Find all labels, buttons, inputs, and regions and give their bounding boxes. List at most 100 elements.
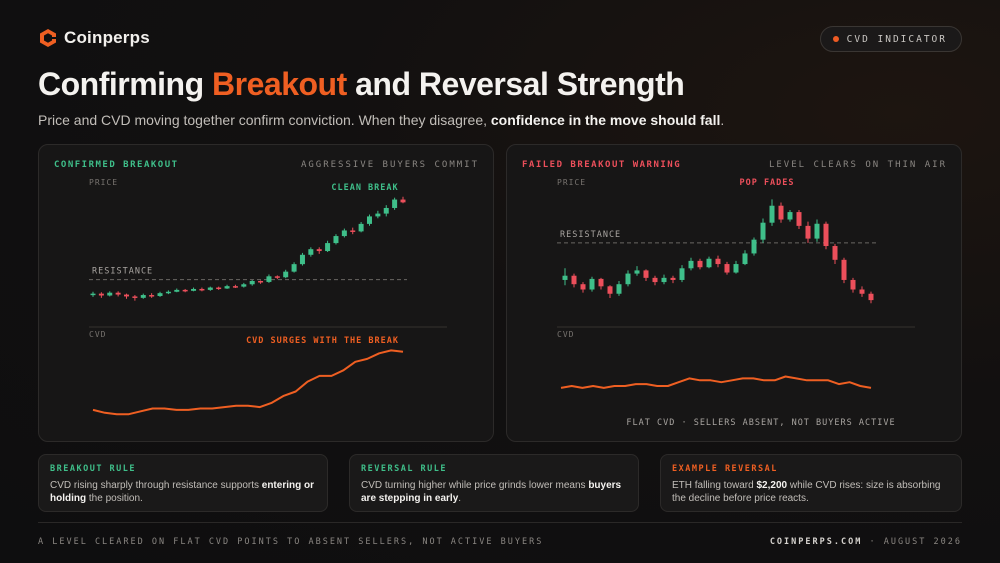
candle-body bbox=[643, 270, 649, 278]
candle-body bbox=[634, 270, 640, 274]
failed-breakout-panel: FAILED BREAKOUT WARNING LEVEL CLEARS ON T… bbox=[506, 144, 962, 442]
candle-body bbox=[832, 246, 838, 260]
candle-body bbox=[358, 223, 364, 232]
candle-body bbox=[375, 213, 381, 217]
candle-body bbox=[216, 287, 222, 290]
candle-body bbox=[165, 291, 171, 294]
footer-date: AUGUST 2026 bbox=[883, 537, 962, 547]
candle-body bbox=[598, 278, 604, 287]
footer-divider bbox=[38, 522, 962, 523]
candle-body bbox=[140, 295, 146, 298]
card-text: ETH falling toward $2,200 while CVD rise… bbox=[672, 480, 941, 504]
resistance-label: RESISTANCE bbox=[92, 267, 153, 277]
candle-body bbox=[124, 294, 130, 297]
candle-body bbox=[316, 249, 322, 252]
panel-tag: LEVEL CLEARS ON THIN AIR bbox=[769, 160, 947, 170]
badge-label: CVD INDICATOR bbox=[846, 33, 947, 45]
price-axis-label: PRICE bbox=[89, 178, 118, 187]
confirmed-breakout-panel: CONFIRMED BREAKOUT AGGRESSIVE BUYERS COMM… bbox=[38, 144, 494, 442]
candle-body bbox=[670, 277, 676, 280]
candle-body bbox=[325, 243, 331, 252]
failed-breakout-chart: FAILED BREAKOUT WARNING LEVEL CLEARS ON T… bbox=[522, 160, 947, 428]
candle-body bbox=[308, 249, 314, 255]
panel-title: CONFIRMED BREAKOUT bbox=[54, 160, 179, 170]
candle-body bbox=[392, 199, 398, 208]
footer-site-link[interactable]: COINPERPS.COM bbox=[769, 537, 863, 547]
candle-body bbox=[232, 286, 238, 288]
candle-body bbox=[706, 258, 712, 268]
candle-body bbox=[778, 205, 784, 220]
candle-body bbox=[283, 271, 289, 278]
price-annotation: POP FADES bbox=[739, 178, 794, 188]
page-subtitle: Price and CVD moving together confirm co… bbox=[38, 112, 725, 128]
candle-body bbox=[850, 279, 856, 290]
candle-body bbox=[341, 230, 347, 237]
candle-body bbox=[697, 260, 703, 268]
cvd-axis-label: CVD bbox=[557, 330, 574, 339]
card-text: CVD rising sharply through resistance su… bbox=[50, 480, 314, 504]
candle-body bbox=[333, 236, 339, 244]
candle-body bbox=[291, 264, 297, 272]
candle-body bbox=[760, 222, 766, 240]
brand-header: Coinperps bbox=[38, 28, 150, 48]
candle-body bbox=[249, 281, 255, 285]
candle-body bbox=[299, 254, 305, 265]
card-label: EXAMPLE REVERSAL bbox=[672, 464, 778, 474]
candle-body bbox=[616, 284, 622, 294]
candle-body bbox=[841, 259, 847, 280]
candle-body bbox=[383, 207, 389, 214]
cvd-axis-label: CVD bbox=[89, 330, 106, 339]
panel-title: FAILED BREAKOUT WARNING bbox=[522, 160, 681, 170]
candle-body bbox=[733, 264, 739, 273]
candle-body bbox=[868, 293, 874, 301]
candle-body bbox=[589, 278, 595, 290]
candle-body bbox=[571, 275, 577, 285]
candle-body bbox=[715, 258, 721, 265]
candle-body bbox=[174, 289, 180, 292]
candle-body bbox=[132, 296, 138, 298]
candle-body bbox=[823, 223, 829, 247]
candle-body bbox=[266, 276, 272, 282]
candle-body bbox=[796, 212, 802, 226]
candle-body bbox=[769, 205, 775, 223]
confirmed-breakout-chart: CONFIRMED BREAKOUT AGGRESSIVE BUYERS COMM… bbox=[54, 160, 477, 416]
candle-body bbox=[580, 284, 586, 290]
candle-body bbox=[724, 264, 730, 273]
page-title: Confirming Breakout and Reversal Strengt… bbox=[38, 66, 685, 102]
indicator-badge: CVD INDICATOR bbox=[819, 26, 962, 52]
candle-body bbox=[350, 230, 356, 232]
candle-body bbox=[679, 268, 685, 280]
footer-credits: COINPERPS.COM · AUGUST 2026 bbox=[769, 537, 962, 547]
candle-body bbox=[199, 288, 205, 291]
candle-body bbox=[207, 287, 213, 290]
cvd-line bbox=[560, 375, 872, 389]
price-axis-label: PRICE bbox=[557, 178, 586, 187]
candle-body bbox=[742, 253, 748, 265]
candle-body bbox=[366, 216, 372, 224]
candle-body bbox=[191, 288, 197, 291]
cvd-line bbox=[92, 349, 404, 416]
badge-dot-icon bbox=[832, 36, 839, 42]
candle-body bbox=[562, 275, 568, 280]
candle-body bbox=[258, 281, 264, 283]
cvd-annotation: CVD SURGES WITH THE BREAK bbox=[246, 336, 399, 346]
candle-body bbox=[182, 289, 188, 292]
reversal-rule-card: REVERSAL RULE CVD turning higher while p… bbox=[349, 454, 639, 512]
breakout-rule-card: BREAKOUT RULE CVD rising sharply through… bbox=[38, 454, 328, 512]
candle-body bbox=[787, 212, 793, 220]
brand-name: Coinperps bbox=[64, 28, 150, 47]
candle-body bbox=[859, 289, 865, 294]
candle-body bbox=[115, 292, 121, 295]
candle-body bbox=[274, 276, 280, 278]
card-label: BREAKOUT RULE bbox=[50, 464, 137, 474]
card-label: REVERSAL RULE bbox=[361, 464, 448, 474]
candle-body bbox=[652, 277, 658, 283]
candle-body bbox=[224, 286, 230, 289]
candle-body bbox=[241, 284, 247, 287]
resistance-label: RESISTANCE bbox=[560, 230, 621, 240]
candle-body bbox=[157, 293, 163, 296]
candle-body bbox=[107, 292, 113, 296]
footer-note: A LEVEL CLEARED ON FLAT CVD POINTS TO AB… bbox=[38, 537, 544, 547]
candle-body bbox=[149, 295, 155, 297]
candle-body bbox=[688, 260, 694, 269]
